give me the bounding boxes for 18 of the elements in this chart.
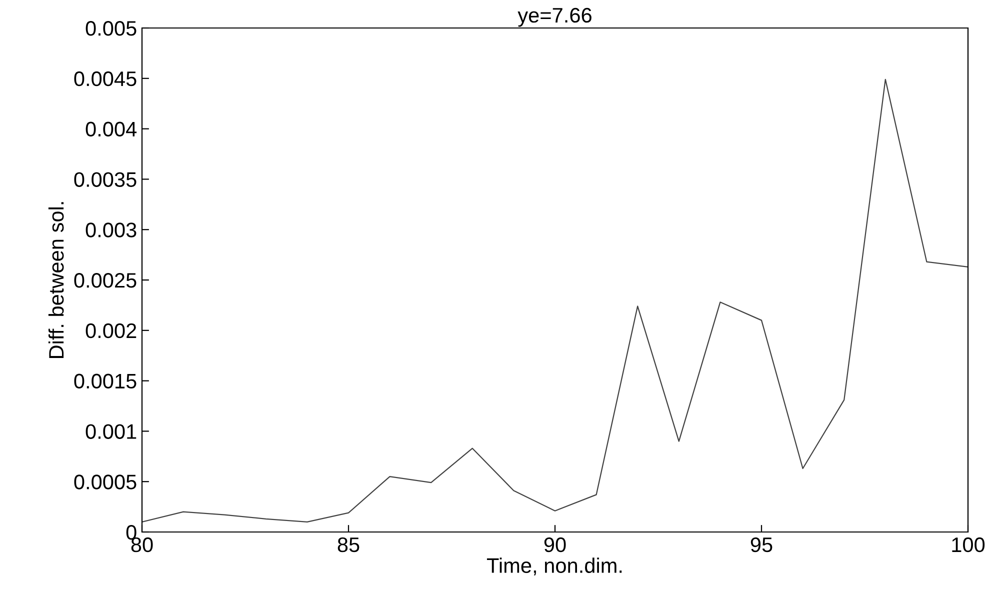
y-tick-label: 0.0005 — [74, 474, 136, 490]
x-tick-label: 90 — [544, 537, 566, 552]
y-tick-label: 0.002 — [86, 323, 136, 338]
y-tick-label: 0.005 — [86, 21, 136, 36]
y-tick-label: 0.0015 — [74, 374, 136, 389]
x-tick-label: 85 — [338, 537, 360, 552]
x-tick-label: 100 — [952, 537, 985, 552]
y-axis-title: Diff. between sol. — [48, 202, 64, 358]
chart-title: ye=7.66 — [518, 8, 592, 27]
y-tick-label: 0.0025 — [74, 273, 136, 288]
y-tick-label: 0.0035 — [74, 172, 136, 187]
y-tick-label: 0.004 — [86, 122, 137, 137]
y-tick-label: 0.0045 — [74, 71, 136, 86]
y-tick-label: 0.001 — [86, 424, 136, 439]
x-axis-title: Time, non.dim. — [486, 558, 622, 576]
x-tick-label: 95 — [750, 537, 772, 552]
line-series — [142, 78, 968, 522]
y-tick-label: 0.003 — [86, 222, 136, 238]
